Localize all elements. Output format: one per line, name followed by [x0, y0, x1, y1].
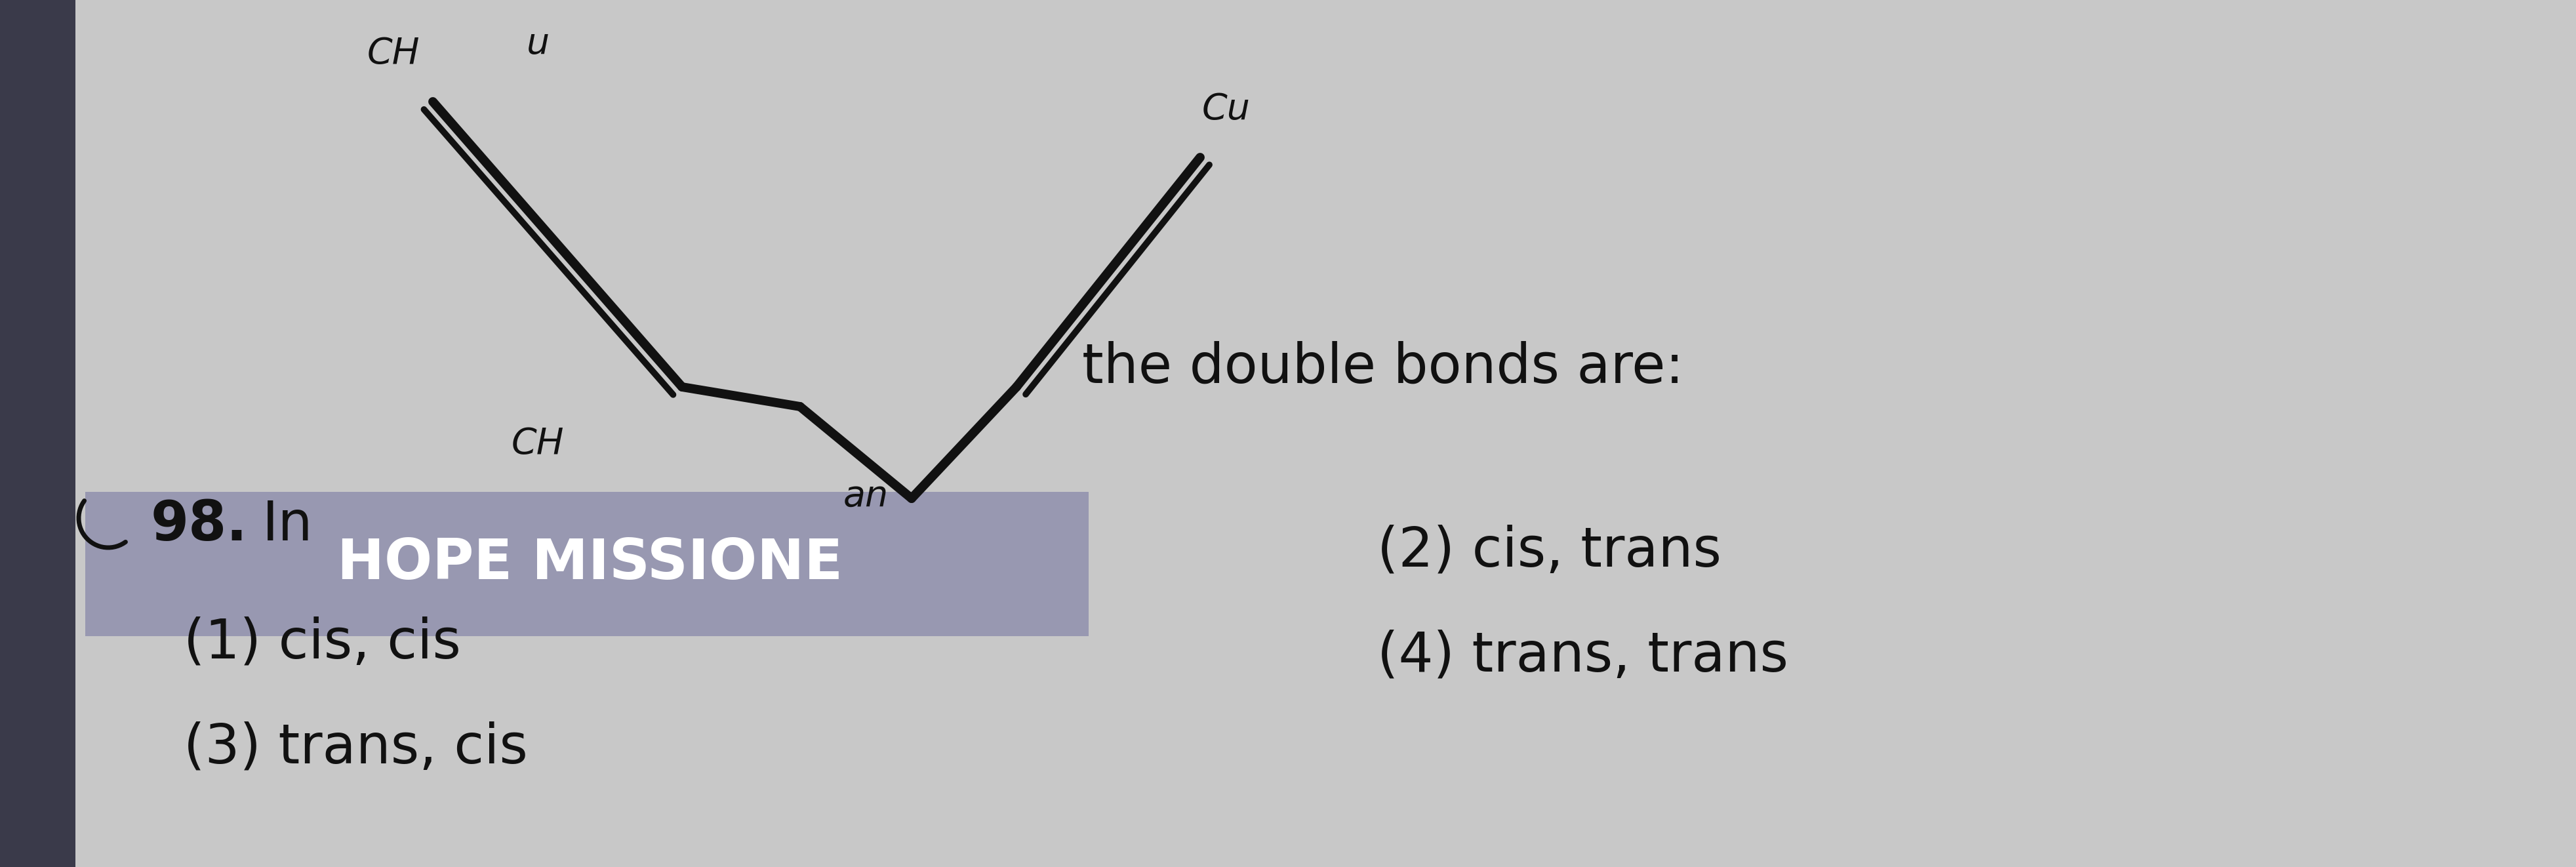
Text: CH: CH: [368, 36, 420, 71]
Text: (3) trans, cis: (3) trans, cis: [183, 721, 528, 774]
Text: an: an: [842, 479, 889, 513]
Text: u: u: [526, 26, 549, 61]
Text: 98.: 98.: [152, 499, 247, 551]
Text: Cu: Cu: [1203, 92, 1249, 127]
Text: CH: CH: [513, 427, 564, 461]
Bar: [85, 492, 1090, 636]
Text: the double bonds are:: the double bonds are:: [1082, 341, 1685, 394]
Text: (2) cis, trans: (2) cis, trans: [1378, 525, 1721, 577]
Bar: [0, 0, 75, 867]
Text: HOPE MISSIONE: HOPE MISSIONE: [337, 537, 842, 591]
Text: In: In: [263, 499, 314, 551]
Text: (4) trans, trans: (4) trans, trans: [1378, 629, 1788, 682]
Text: (1) cis, cis: (1) cis, cis: [183, 616, 461, 669]
